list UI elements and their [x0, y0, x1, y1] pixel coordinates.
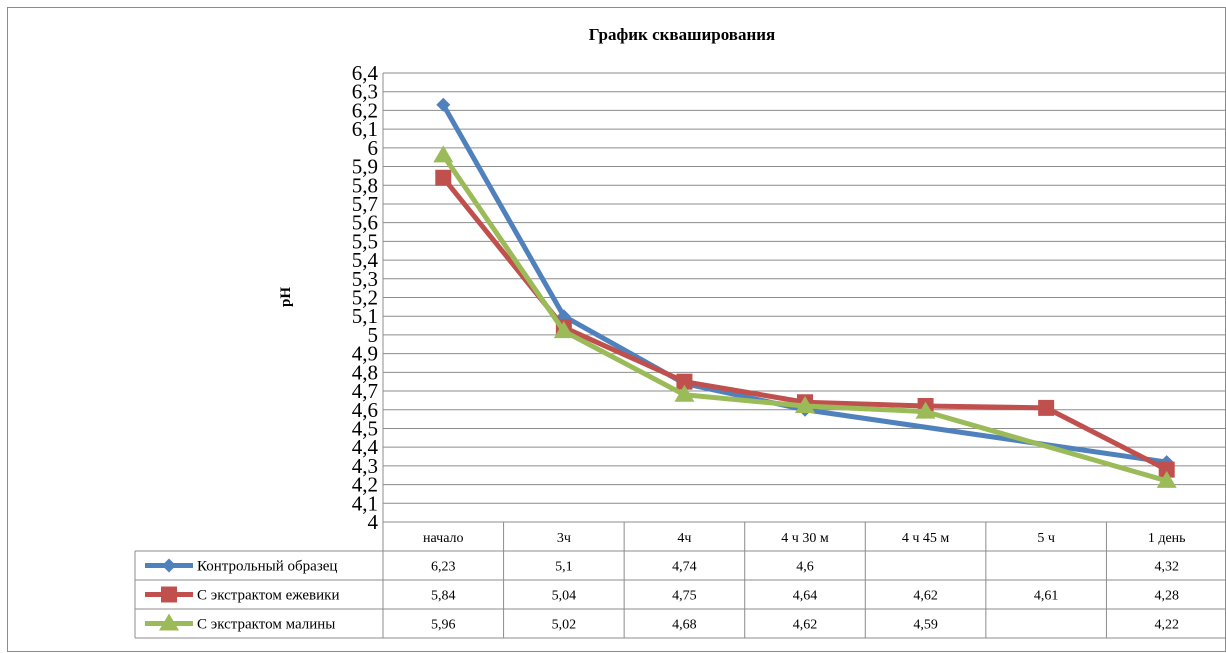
data-label: 4,28 [1154, 589, 1179, 604]
series-line [441, 153, 1168, 484]
data-label: 4,32 [1154, 560, 1179, 575]
data-label: 4,6 [796, 560, 814, 575]
data-label: 4,59 [913, 618, 938, 633]
triangle-marker [915, 401, 936, 419]
data-label: 6,23 [431, 560, 456, 575]
data-label: 5,1 [555, 560, 573, 575]
y-tick-label: 5,1 [352, 304, 378, 328]
y-tick-label: 4,7 [352, 379, 378, 403]
triangle-marker [433, 145, 454, 163]
series-group [436, 97, 1174, 470]
data-label: 4,74 [672, 560, 697, 575]
series-group [435, 169, 1175, 478]
y-tick-label: 4,6 [352, 398, 378, 422]
data-table: начало 3ч 4ч 4 ч 30 м 4 ч 45 м 5 ч 1 день Контр… [134, 521, 1226, 639]
series-layer [433, 97, 1177, 488]
chart-svg: График скваширования pH 6,46,36,26,165,9… [134, 25, 1226, 639]
y-tick-label: 6,1 [352, 117, 378, 141]
y-axis-label: pH [278, 287, 294, 307]
y-tick-label: 5,4 [352, 248, 379, 272]
y-tick-label: 5,3 [352, 267, 378, 291]
category-label: 3ч [557, 531, 571, 546]
category-label: 4 ч 30 м [781, 531, 829, 546]
data-label: 4,22 [1154, 618, 1179, 633]
data-label: 4,62 [913, 589, 938, 604]
y-tick-label: 5,2 [352, 286, 378, 310]
y-tick-label: 6,2 [352, 98, 378, 122]
data-label: 4,68 [672, 618, 697, 633]
category-label: 1 день [1148, 531, 1186, 546]
data-label: 4,64 [793, 589, 818, 604]
y-tick-label: 4,5 [352, 416, 378, 440]
square-marker [1038, 399, 1055, 416]
series-group [433, 145, 1177, 488]
square-marker [161, 586, 177, 603]
chart-title: График скваширования [589, 25, 775, 44]
y-tick-label: 4,8 [352, 360, 378, 384]
y-tick-label: 6,4 [352, 61, 379, 85]
y-tick-label: 5,7 [352, 192, 378, 216]
square-marker [676, 373, 693, 390]
category-label: начало [423, 531, 464, 546]
data-label: 4,62 [793, 618, 818, 633]
legend-entry: С экстрактом малины [197, 617, 335, 633]
y-tick-label: 4,9 [352, 342, 378, 366]
y-tick-label: 4,1 [352, 491, 378, 515]
y-tick-label: 4 [368, 510, 379, 534]
square-marker [1158, 461, 1175, 478]
chart-frame: График скваширования pH 6,4 6,3 6,2 6,1 6 5,9… [7, 7, 1226, 652]
y-tick-label: 6,3 [352, 80, 378, 104]
y-tick-label: 6 [368, 136, 379, 160]
data-label: 5,02 [552, 618, 577, 633]
category-label: 5 ч [1037, 531, 1055, 546]
y-tick-label: 5 [368, 323, 379, 347]
data-label: 5,84 [431, 589, 456, 604]
data-label: 4,61 [1034, 589, 1059, 604]
square-marker [435, 169, 452, 186]
y-tick-label: 5,8 [352, 173, 378, 197]
series-line [441, 176, 1168, 472]
y-tick-label: 4,3 [352, 454, 378, 478]
data-label: 5,04 [552, 589, 577, 604]
category-label: 4ч [677, 531, 691, 546]
category-label: 4 ч 45 м [902, 531, 950, 546]
triangle-marker [553, 321, 574, 339]
y-tick-label: 5,6 [352, 211, 378, 235]
diamond-marker [436, 97, 451, 112]
data-label: 5,96 [431, 618, 456, 633]
triangle-marker [795, 396, 815, 414]
triangle-marker [1156, 470, 1177, 488]
legend-entry: Контрольный образец [197, 559, 337, 575]
triangle-marker [674, 384, 695, 402]
y-tick-label: 5,9 [352, 155, 378, 179]
triangle-marker [159, 613, 179, 631]
legend-entry: С экстрактом ежевики [197, 588, 339, 604]
data-label: 4,75 [672, 589, 697, 604]
y-tick-label: 4,2 [352, 473, 378, 497]
y-tick-labels: 6,46,36,26,165,95,85,75,65,55,45,35,25,1… [352, 61, 379, 534]
y-tick-label: 5,5 [352, 229, 378, 253]
y-tick-label: 4,4 [352, 435, 379, 459]
diamond-marker [162, 558, 176, 573]
